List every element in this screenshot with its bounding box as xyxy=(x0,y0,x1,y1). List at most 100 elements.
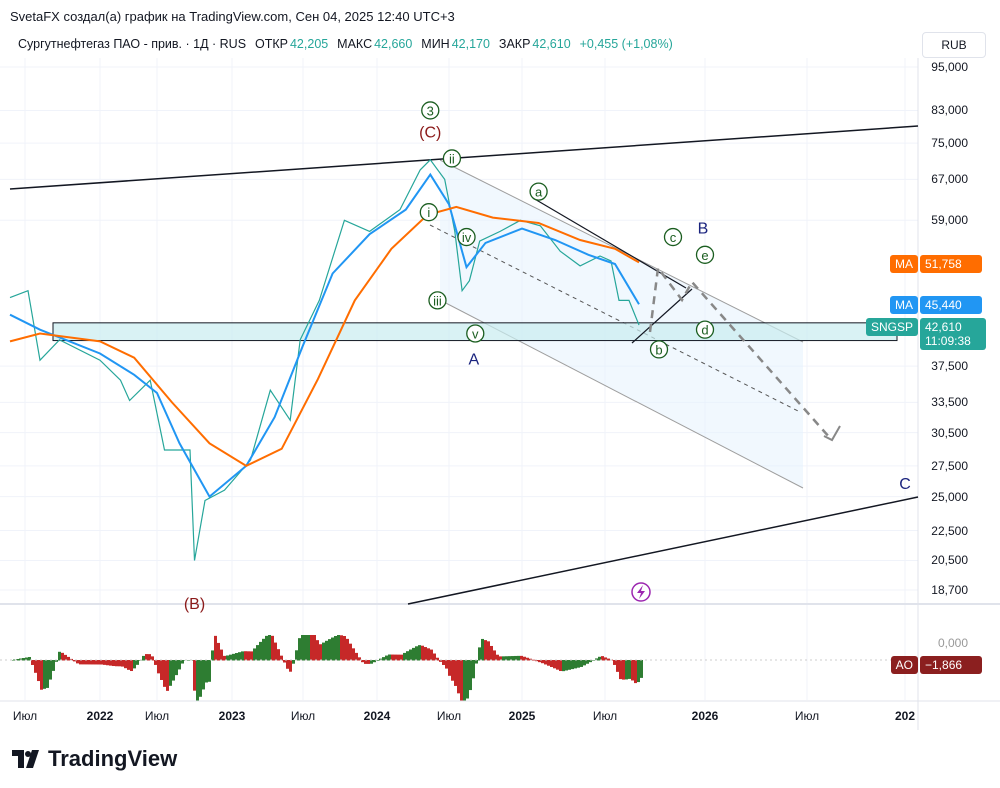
ao-bar xyxy=(454,660,457,686)
ao-bar xyxy=(121,660,124,667)
ma-slow-tag-value: 51,758 xyxy=(920,255,982,273)
ao-bar xyxy=(541,660,544,664)
ao-bar xyxy=(265,635,268,661)
ao-bar xyxy=(310,635,313,661)
ao-bar xyxy=(469,660,472,691)
ao-bar xyxy=(634,660,637,684)
wave-label-ii: ii xyxy=(442,149,462,168)
projection-path xyxy=(648,264,831,439)
time-tick-label: Июл xyxy=(436,709,462,723)
ao-bar xyxy=(256,645,259,661)
series-ma-slow xyxy=(9,205,640,468)
ao-tag-value: −1,866 xyxy=(920,656,982,674)
channel-mid-line xyxy=(429,224,801,413)
ao-bar xyxy=(268,635,271,661)
time-tick-label: Июл xyxy=(290,709,316,723)
price-tick-label: 59,000 xyxy=(931,213,968,228)
ao-bar xyxy=(328,639,331,661)
ao-bar xyxy=(118,660,121,667)
ao-bar xyxy=(466,660,469,699)
ao-bar xyxy=(535,660,538,662)
symbol-name[interactable]: Сургутнефтегаз ПАО - прив. · 1Д · RUS xyxy=(18,37,247,51)
wave-label-e: e xyxy=(695,245,715,264)
ao-bar xyxy=(115,660,118,667)
ao-bar xyxy=(289,660,292,672)
ao-bar xyxy=(322,642,325,661)
currency-button[interactable]: RUB xyxy=(922,32,986,58)
ao-bar xyxy=(580,660,583,667)
ao-bar xyxy=(619,660,622,680)
ao-bar xyxy=(526,657,529,661)
wave-label-v: v xyxy=(466,324,485,343)
ao-bar xyxy=(214,635,217,661)
ao-bar xyxy=(544,660,547,665)
tradingview-logo-icon xyxy=(12,750,39,768)
ao-bar xyxy=(598,656,601,661)
ao-bar xyxy=(304,635,307,661)
ao-bar xyxy=(577,660,580,668)
ao-bar xyxy=(43,660,46,689)
wave-label-3: 3 xyxy=(421,101,440,120)
ao-bar xyxy=(358,657,361,661)
ao-bar xyxy=(61,652,64,661)
wave-label-d: d xyxy=(695,320,715,339)
lightning-glyph xyxy=(637,585,645,599)
price-tick-label: 30,500 xyxy=(931,425,968,440)
wave-text: (C) xyxy=(419,125,441,142)
ao-bar xyxy=(406,651,409,661)
ao-bar xyxy=(568,660,571,670)
ao-bar xyxy=(337,635,340,661)
ao-bar xyxy=(589,660,592,663)
ao-bar xyxy=(313,635,316,661)
ao-bar xyxy=(607,658,610,661)
ao-bar xyxy=(103,660,106,665)
ao-bar xyxy=(295,650,298,661)
ao-bar xyxy=(196,660,199,701)
ao-bar xyxy=(427,648,430,661)
price-tick-label: 25,000 xyxy=(931,489,968,504)
bar-countdown: 11:09:38 xyxy=(925,334,971,348)
ao-bar xyxy=(76,660,79,664)
ao-bar xyxy=(505,656,508,661)
ao-bar xyxy=(253,648,256,661)
ao-bar xyxy=(49,660,52,680)
ao-bar xyxy=(55,660,58,662)
ao-bar xyxy=(130,660,133,672)
wave-label-A: A xyxy=(468,351,479,368)
wave-circle xyxy=(649,340,669,359)
ao-bar xyxy=(586,660,589,664)
wave-text: b xyxy=(655,342,662,357)
wave-text: 3 xyxy=(427,103,434,118)
ao-bar xyxy=(595,658,598,661)
ao-bar xyxy=(481,638,484,661)
ao-bar xyxy=(409,649,412,661)
logo-text: TradingView xyxy=(48,746,178,771)
time-tick-label: Июл xyxy=(794,709,820,723)
ao-bar xyxy=(451,660,454,681)
ao-bar xyxy=(436,657,439,661)
ao-bar xyxy=(13,659,16,661)
ao-bar xyxy=(94,660,97,665)
ao-bar xyxy=(583,660,586,666)
ao-bar xyxy=(286,660,289,669)
tradingview-logo[interactable]: TradingView xyxy=(12,746,177,772)
ao-bar xyxy=(364,660,367,664)
wave-label-iii: iii xyxy=(428,291,447,310)
ao-bar xyxy=(223,655,226,661)
ma-fast-tag-value: 45,440 xyxy=(920,296,982,314)
ao-bar xyxy=(40,660,43,690)
ao-bar xyxy=(484,640,487,661)
ao-bar xyxy=(142,655,145,661)
ao-bar xyxy=(421,645,424,661)
ao-bar xyxy=(46,660,49,688)
time-tick-label: 2023 xyxy=(218,709,246,723)
wave-circle xyxy=(695,320,715,339)
ao-bar xyxy=(628,660,631,679)
wave-text: B xyxy=(698,221,709,238)
time-tick-label: 202 xyxy=(894,709,916,723)
price-tick-label: 20,500 xyxy=(931,553,968,568)
wave-circle xyxy=(421,101,440,120)
wave-text: d xyxy=(701,323,708,338)
ao-bar xyxy=(247,651,250,661)
